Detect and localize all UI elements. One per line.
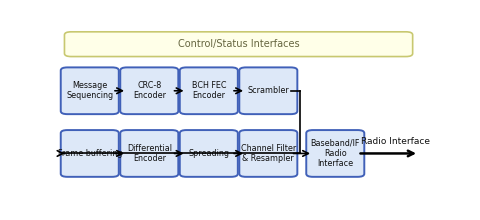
Text: CRC-8
Encoder: CRC-8 Encoder — [133, 81, 166, 101]
FancyBboxPatch shape — [180, 67, 238, 114]
Text: Differential
Encoder: Differential Encoder — [127, 144, 172, 163]
FancyBboxPatch shape — [120, 130, 178, 177]
Text: Channel Filter
& Resampler: Channel Filter & Resampler — [240, 144, 296, 163]
FancyBboxPatch shape — [64, 32, 413, 57]
Text: Control/Status Interfaces: Control/Status Interfaces — [178, 39, 300, 49]
FancyBboxPatch shape — [240, 130, 297, 177]
FancyBboxPatch shape — [61, 67, 119, 114]
Text: Frame buffering: Frame buffering — [58, 149, 122, 158]
Text: Spreading: Spreading — [188, 149, 229, 158]
Text: Radio Interface: Radio Interface — [361, 137, 430, 146]
Text: Scrambler: Scrambler — [248, 86, 289, 95]
FancyBboxPatch shape — [120, 67, 178, 114]
Text: BCH FEC
Encoder: BCH FEC Encoder — [192, 81, 226, 101]
FancyBboxPatch shape — [61, 130, 119, 177]
FancyBboxPatch shape — [180, 130, 238, 177]
Text: Message
Sequencing: Message Sequencing — [66, 81, 113, 101]
FancyBboxPatch shape — [306, 130, 364, 177]
Text: Baseband/IF
Radio
Interface: Baseband/IF Radio Interface — [311, 139, 360, 168]
FancyBboxPatch shape — [240, 67, 297, 114]
